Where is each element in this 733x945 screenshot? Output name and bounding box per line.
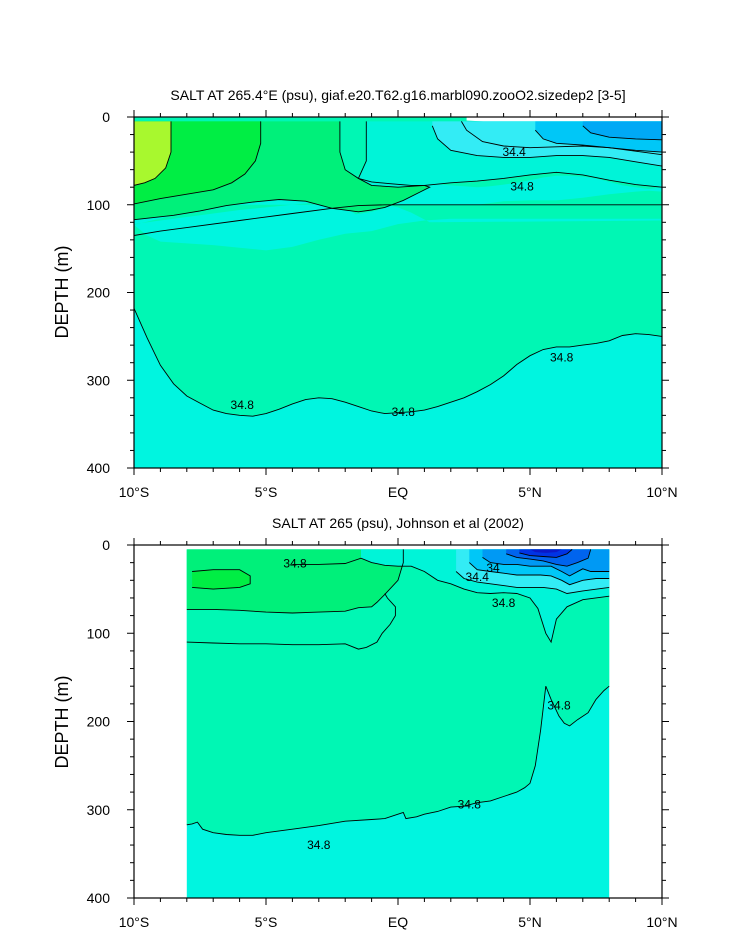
contour-label: 34.8 [550, 350, 574, 364]
contour-label: 34 [486, 561, 500, 575]
panel-title: SALT AT 265.4°E (psu), giaf.e20.T62.g16.… [170, 87, 625, 103]
contour-line [134, 204, 662, 236]
contour-label: 34.8 [510, 179, 534, 193]
axes: 10°S 5°S EQ 5°N 10°N 0 100 200 300 400 [87, 537, 678, 930]
contour-fill [530, 549, 562, 553]
x-tick-label: 5°S [255, 914, 278, 930]
x-tick-label: 10°S [119, 914, 150, 930]
y-tick-label: 0 [102, 537, 110, 553]
contour-label: 34.8 [231, 398, 255, 412]
y-tick-label: 100 [87, 625, 111, 641]
x-tick-label: EQ [388, 484, 408, 500]
contour-line [482, 557, 610, 577]
contour-line [134, 121, 262, 205]
x-tick-label: 10°S [119, 484, 150, 500]
x-tick-label: 5°N [518, 484, 542, 500]
y-tick-label: 300 [87, 372, 111, 388]
contour-label: 34.8 [283, 557, 307, 571]
upper-panel: SALT AT 265.4°E (psu), giaf.e20.T62.g16.… [52, 87, 678, 500]
panel-title: SALT AT 265 (psu), Johnson et al (2002) [272, 515, 524, 531]
contour-line [186, 593, 396, 650]
x-tick-label: EQ [388, 914, 408, 930]
contour-label: 34.8 [492, 596, 516, 610]
y-tick-label: 200 [87, 714, 111, 730]
contour-label: 34.8 [307, 838, 331, 852]
contour-label: 34.8 [458, 797, 482, 811]
y-axis-title: DEPTH (m) [52, 676, 72, 769]
contour-label: 34.4 [466, 570, 490, 584]
contour-line [134, 308, 662, 417]
lower-panel: SALT AT 265 (psu), Johnson et al (2002) … [52, 515, 678, 930]
contour-line [468, 562, 610, 586]
contour-line [534, 129, 662, 153]
y-tick-label: 100 [87, 197, 111, 213]
y-tick-label: 200 [87, 285, 111, 301]
contour-line [506, 549, 592, 567]
contour-line [519, 549, 573, 558]
plot-area: 34.4 34.8 34.8 34.8 34.8 [134, 117, 662, 468]
contour-line [357, 121, 662, 188]
contour-line [455, 571, 610, 594]
contour-line [186, 685, 610, 836]
y-tick-label: 300 [87, 802, 111, 818]
x-tick-label: 5°S [255, 484, 278, 500]
x-tick-label: 10°N [646, 484, 677, 500]
contour-line [192, 569, 251, 590]
axes: 10°S 5°S EQ 5°N 10°N 0 100 200 300 400 [87, 109, 678, 500]
contour-fill [186, 549, 404, 613]
y-axis-title: DEPTH (m) [52, 246, 72, 339]
contour-fill [134, 121, 171, 186]
contour-label: 34.8 [392, 405, 416, 419]
y-tick-label: 400 [87, 890, 111, 906]
y-tick-label: 0 [102, 109, 110, 125]
contour-line [582, 125, 662, 141]
contour-line [292, 557, 610, 644]
contour-fill [186, 549, 610, 836]
y-tick-label: 400 [87, 460, 111, 476]
contour-label: 34.4 [502, 145, 526, 159]
x-tick-label: 10°N [646, 914, 677, 930]
contour-label: 34.8 [547, 699, 571, 713]
contour-line [186, 549, 404, 614]
contour-fill [192, 569, 251, 590]
x-tick-label: 5°N [518, 914, 542, 930]
contour-line [134, 121, 431, 221]
contour-line [431, 125, 662, 167]
contour-line [134, 121, 172, 186]
